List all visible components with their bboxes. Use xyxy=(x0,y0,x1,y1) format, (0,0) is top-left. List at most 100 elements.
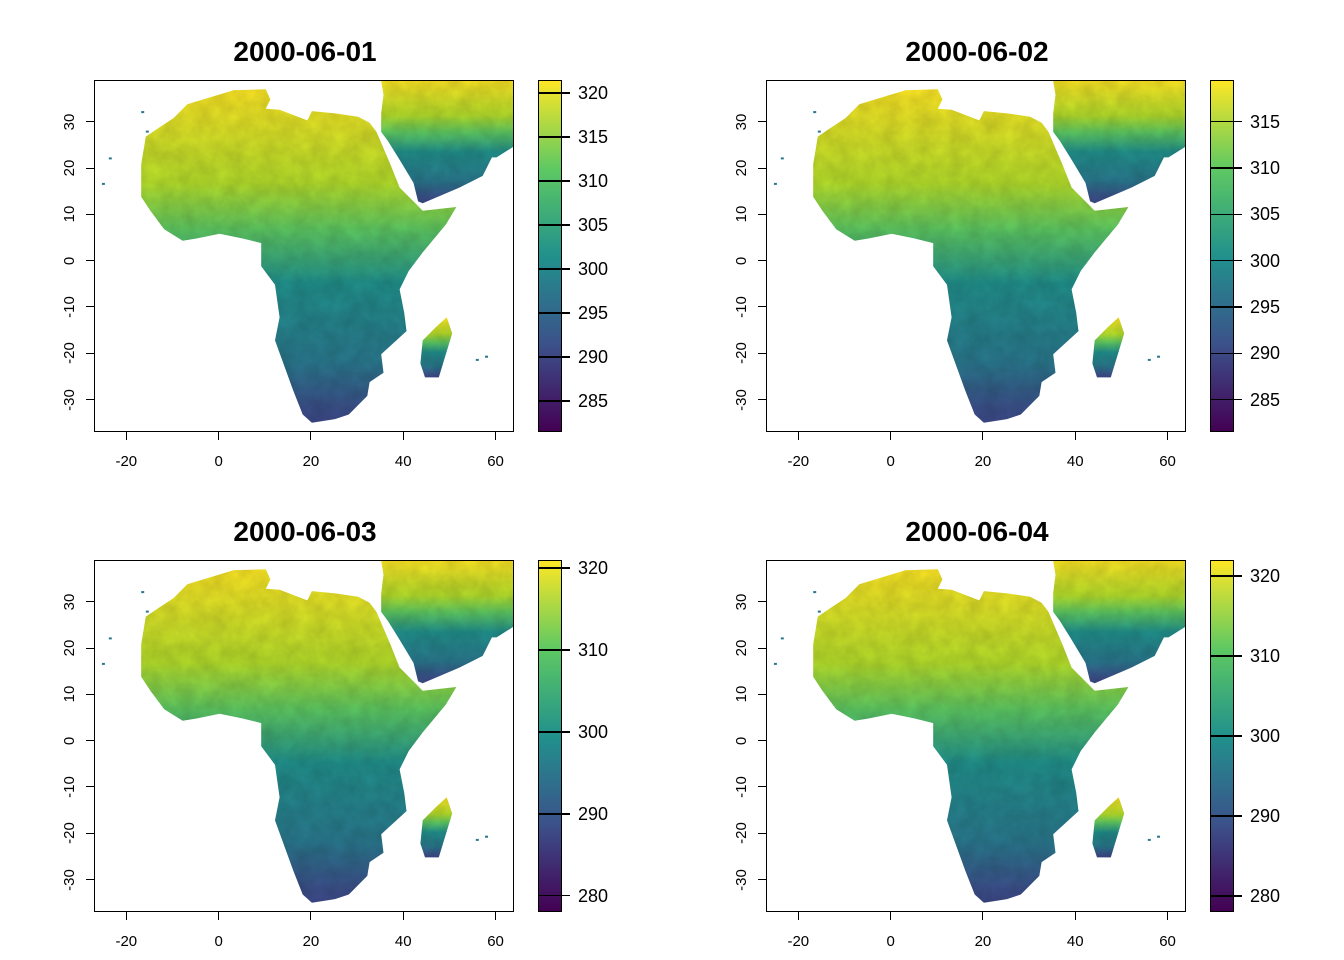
panel-title: 2000-06-01 xyxy=(233,36,377,67)
y-axis-tick-label: 20 xyxy=(61,159,78,177)
x-axis-tick xyxy=(402,912,404,920)
y-axis-tick xyxy=(758,740,766,742)
legend-tick-label: 320 xyxy=(1250,566,1281,586)
island-pixel xyxy=(1147,358,1151,361)
legend-tick xyxy=(538,400,570,402)
y-axis-tick xyxy=(86,167,94,169)
x-axis-tick xyxy=(218,432,220,440)
color-legend-bar xyxy=(538,80,562,432)
y-axis-tick-label: -30 xyxy=(61,868,78,891)
legend-tick xyxy=(538,567,570,569)
y-axis-tick-label: 10 xyxy=(733,685,750,703)
color-legend-bar xyxy=(538,560,562,912)
x-axis-tick-label: 60 xyxy=(1159,453,1176,470)
y-axis-tick-label: 0 xyxy=(61,256,78,265)
y-axis-tick xyxy=(758,786,766,788)
legend-tick xyxy=(1210,575,1242,577)
map-panel-2: 2000-06-02 -20 0 20 40 60 30 20 10 0 -10 -20 -30 285… xyxy=(672,0,1344,480)
island-pixel xyxy=(145,610,149,613)
island-pixel xyxy=(108,637,112,640)
y-axis-tick xyxy=(758,213,766,215)
map-panel-4: 2000-06-04 -20 0 20 40 60 30 20 10 0 -10 -20 -30 280… xyxy=(672,480,1344,960)
y-axis-tick xyxy=(758,399,766,401)
legend-tick xyxy=(538,92,570,94)
x-axis-tick xyxy=(890,912,892,920)
legend-tick-label: 285 xyxy=(578,391,609,412)
land-arabia-texture xyxy=(381,81,513,204)
x-axis-tick xyxy=(1074,432,1076,440)
land-arabia-texture xyxy=(1053,81,1185,204)
island-pixel xyxy=(108,157,112,160)
island-pixel xyxy=(485,355,488,358)
x-axis-tick xyxy=(310,912,312,920)
legend-tick xyxy=(538,136,570,138)
x-axis-tick-label: -20 xyxy=(787,453,810,470)
legend-tick xyxy=(1210,259,1242,262)
x-axis-tick-label: 0 xyxy=(886,933,895,950)
y-axis-tick-label: 0 xyxy=(733,256,750,265)
legend-tick-label: 280 xyxy=(1250,886,1281,906)
land-arabia-texture xyxy=(381,561,513,684)
land-arabia-texture xyxy=(1053,561,1185,684)
legend-tick xyxy=(1210,815,1242,817)
island-pixel xyxy=(101,662,105,665)
land-africa-texture xyxy=(141,89,457,423)
x-axis-tick xyxy=(1167,432,1169,440)
map-area xyxy=(94,80,514,432)
legend-tick-label: 305 xyxy=(1250,204,1281,225)
x-axis-tick xyxy=(495,912,497,920)
y-axis-tick-label: 20 xyxy=(733,159,750,177)
legend-tick xyxy=(538,268,570,270)
legend-tick-label: 305 xyxy=(578,215,609,236)
y-axis-tick-label: 0 xyxy=(61,736,78,745)
x-axis-tick-label: 0 xyxy=(214,453,223,470)
legend-tick xyxy=(538,356,570,358)
x-axis-tick-label: 40 xyxy=(1066,933,1084,950)
x-axis-tick xyxy=(1074,912,1076,920)
x-axis-tick-label: 40 xyxy=(394,453,412,470)
y-axis-tick xyxy=(758,167,766,169)
y-axis-tick-label: 30 xyxy=(733,593,750,611)
y-axis-tick xyxy=(86,879,94,881)
panel-title: 2000-06-04 xyxy=(905,516,1049,547)
y-axis-tick-label: -20 xyxy=(61,342,78,365)
land-madagascar-texture xyxy=(1092,317,1125,378)
legend-tick xyxy=(538,731,570,733)
x-axis-tick-label: 20 xyxy=(974,933,992,950)
x-axis-tick xyxy=(495,432,497,440)
x-axis-tick xyxy=(890,432,892,440)
legend-tick xyxy=(538,224,570,226)
temperature-raster xyxy=(101,81,513,423)
island-pixel xyxy=(145,130,149,133)
y-axis-tick-label: 30 xyxy=(733,113,750,131)
island-pixel xyxy=(475,358,479,361)
legend-tick xyxy=(1210,735,1242,737)
legend-tick-label: 290 xyxy=(578,803,609,824)
legend-tick xyxy=(538,894,570,897)
island-pixel xyxy=(1157,355,1160,358)
y-axis-tick xyxy=(758,693,766,695)
legend-tick-label: 315 xyxy=(1250,111,1281,132)
legend-tick-label: 280 xyxy=(578,885,609,906)
island-pixel xyxy=(780,637,784,640)
legend-tick xyxy=(1210,655,1242,657)
legend-tick-label: 300 xyxy=(1250,726,1281,746)
x-axis-tick-label: -20 xyxy=(787,933,810,950)
legend-tick xyxy=(1210,306,1242,308)
y-axis-tick xyxy=(758,352,766,354)
x-axis-tick-label: 20 xyxy=(974,453,992,470)
y-axis-tick-label: 10 xyxy=(733,205,750,223)
x-axis-tick xyxy=(982,432,984,440)
island-pixel xyxy=(813,111,817,114)
y-axis-tick xyxy=(86,306,94,308)
x-axis-tick-label: -20 xyxy=(115,933,138,950)
y-axis-tick-label: -20 xyxy=(733,822,750,845)
y-axis-tick xyxy=(86,786,94,788)
legend-tick-label: 320 xyxy=(578,83,609,104)
y-axis-tick-label: -10 xyxy=(733,296,750,318)
x-axis-tick-label: -20 xyxy=(115,453,138,470)
panel-title: 2000-06-03 xyxy=(233,516,377,547)
island-pixel xyxy=(475,838,479,841)
x-axis-tick xyxy=(310,432,312,440)
y-axis-tick xyxy=(758,121,766,123)
